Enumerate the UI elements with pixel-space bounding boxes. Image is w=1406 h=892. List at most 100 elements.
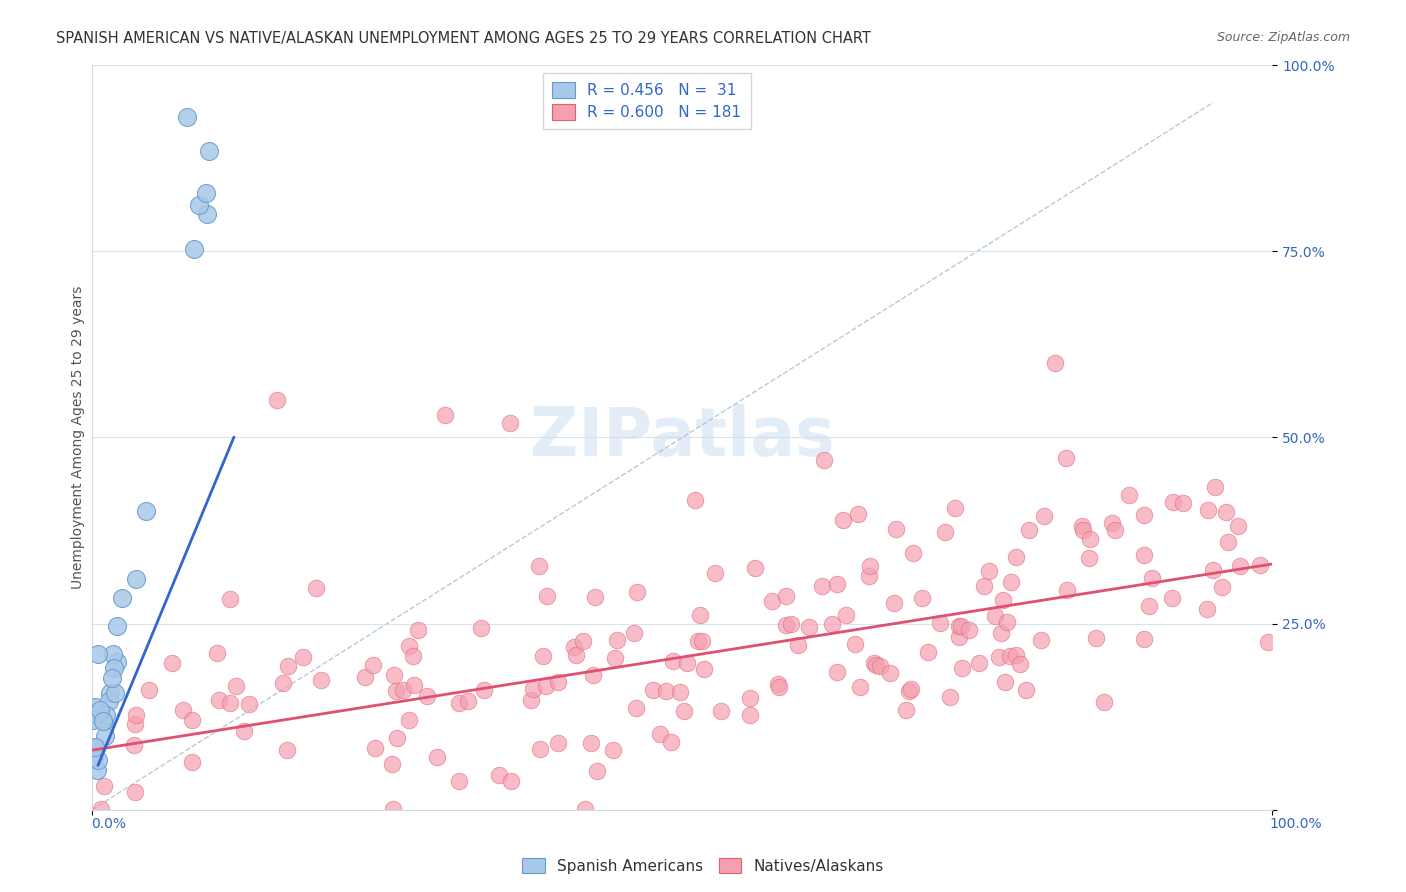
Point (849, 680, 872, 694)
Point (865, 657, 887, 672)
Point (382, 668, 405, 682)
Point (967, 656, 990, 670)
Point (766, 677, 789, 691)
Point (449, 774, 471, 789)
Point (183, 242, 205, 256)
Point (1071, 518, 1094, 533)
Point (125, 707, 148, 722)
Point (1202, 563, 1225, 577)
Point (90, 802, 112, 816)
Point (276, 743, 298, 757)
Point (470, 621, 492, 635)
Point (775, 618, 797, 632)
Point (105, 619, 128, 633)
Point (813, 452, 835, 467)
Point (188, 198, 211, 212)
Point (1101, 516, 1123, 530)
Point (648, 727, 671, 741)
Point (1226, 518, 1249, 533)
Point (626, 700, 648, 714)
Point (1071, 523, 1094, 537)
Point (225, 679, 247, 693)
Text: 100.0%: 100.0% (1270, 817, 1322, 831)
Point (1211, 580, 1233, 594)
Point (740, 707, 762, 722)
Point (398, 640, 420, 654)
Point (1197, 502, 1219, 516)
Point (579, 736, 602, 750)
Point (780, 617, 803, 632)
Point (82, 713, 104, 727)
Point (160, 657, 183, 671)
Point (710, 705, 733, 719)
Point (547, 675, 569, 690)
Point (122, 738, 145, 752)
Point (104, 686, 127, 700)
Point (1000, 574, 1022, 589)
Point (939, 690, 962, 705)
Point (1015, 683, 1038, 698)
Point (138, 682, 160, 697)
Point (205, 646, 228, 660)
Point (994, 674, 1017, 689)
Point (1104, 523, 1126, 537)
Point (703, 566, 725, 580)
Point (232, 723, 254, 738)
Point (950, 619, 973, 633)
Point (84, 700, 107, 714)
Point (406, 624, 429, 638)
Point (363, 740, 385, 755)
Point (957, 623, 980, 637)
Point (1132, 508, 1154, 523)
Point (1257, 634, 1279, 648)
Point (472, 683, 495, 698)
Point (195, 207, 218, 221)
Point (83, 750, 105, 764)
Point (434, 408, 457, 422)
Point (641, 682, 664, 697)
Point (1133, 632, 1156, 647)
Point (519, 693, 541, 707)
Point (950, 661, 973, 675)
Point (1092, 695, 1115, 709)
Point (1215, 505, 1237, 519)
Point (901, 546, 924, 560)
Point (1137, 599, 1160, 614)
Point (305, 581, 328, 595)
Point (659, 735, 682, 749)
Point (522, 681, 544, 696)
Point (1005, 648, 1028, 662)
Point (900, 681, 922, 696)
Point (98, 694, 121, 708)
Point (1078, 533, 1101, 547)
Point (402, 677, 425, 691)
Point (266, 393, 288, 408)
Point (832, 513, 855, 527)
Point (606, 633, 628, 648)
Point (1078, 550, 1101, 565)
Point (531, 648, 554, 663)
Point (799, 620, 821, 634)
Point (683, 493, 706, 508)
Point (825, 577, 848, 591)
Point (447, 696, 470, 710)
Point (385, 731, 408, 745)
Point (934, 524, 956, 539)
Point (125, 572, 148, 586)
Point (98, 686, 121, 700)
Point (825, 665, 848, 679)
Point (1249, 558, 1271, 572)
Point (101, 671, 124, 685)
Point (693, 662, 716, 676)
Point (897, 684, 920, 698)
Point (488, 768, 510, 782)
Point (527, 558, 550, 573)
Point (1056, 582, 1078, 597)
Point (534, 679, 557, 693)
Point (277, 659, 299, 673)
Text: Source: ZipAtlas.com: Source: ZipAtlas.com (1216, 31, 1350, 45)
Point (381, 802, 404, 816)
Point (835, 607, 858, 622)
Point (499, 416, 522, 430)
Legend: R = 0.456   N =  31, R = 0.600   N = 181: R = 0.456 N = 31, R = 0.600 N = 181 (543, 73, 751, 129)
